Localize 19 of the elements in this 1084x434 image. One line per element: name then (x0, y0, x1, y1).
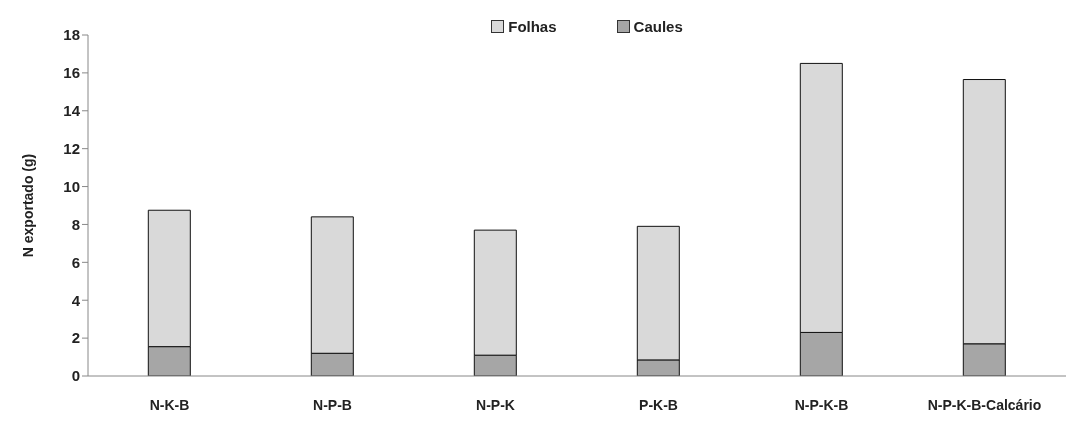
x-tick-label: N-P-K-B-Calcário (927, 396, 1042, 413)
y-tick-label: 8 (71, 215, 80, 233)
y-tick-label: 10 (63, 177, 80, 195)
y-tick-label: 12 (63, 139, 80, 157)
y-axis-title: N exportado (g) (19, 153, 36, 258)
x-tick-label: N-P-K-B (794, 396, 849, 413)
legend-label: Caules (632, 18, 683, 35)
x-tick-label: N-P-K (476, 396, 515, 413)
legend-label: Folhas (507, 18, 557, 35)
x-tick-label: N-K-B (149, 396, 190, 413)
y-tick-label: 0 (71, 367, 80, 385)
y-tick-label: 14 (63, 102, 81, 120)
y-tick-label: 6 (71, 253, 80, 271)
x-tick-label: N-P-B (313, 396, 352, 413)
y-tick-label: 16 (63, 64, 80, 82)
x-tick-label: P-K-B (639, 396, 678, 413)
y-tick-label: 18 (63, 26, 80, 44)
y-tick-label: 4 (71, 291, 81, 309)
y-tick-label: 2 (71, 329, 80, 347)
